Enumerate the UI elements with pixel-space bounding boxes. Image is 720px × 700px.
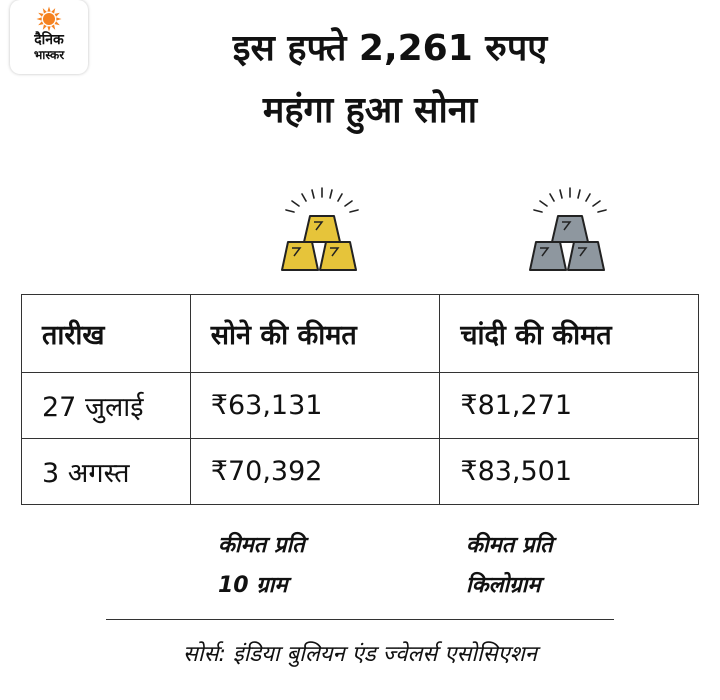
logo-text-line2: भास्कर [33,48,65,62]
cell-silver-price: ₹81,271 [439,372,699,439]
source-credit: सोर्स: इंडिया बुलियन एंड ज्वेलर्स एसोसिए… [183,642,537,667]
divider [106,619,614,620]
sun-icon [36,6,62,32]
logo-text-line1: दैनिक [34,32,64,48]
headline-line2: महंगा हुआ सोना [262,90,478,131]
dainik-bhaskar-logo: दैनिक भास्कर [10,0,88,74]
silver-unit-note-line1: कीमत प्रति [466,533,553,558]
cell-gold-price: ₹70,392 [189,438,441,505]
table-header-row: तारीख सोने की कीमत चांदी की कीमत [21,294,699,373]
cell-date: 27 जुलाई [21,372,191,439]
gold-unit-note-line2: 10 ग्राम [218,573,288,598]
header-date: तारीख [21,294,191,373]
cell-gold-price: ₹63,131 [189,372,441,439]
table-row: 3 अगस्त ₹70,392 ₹83,501 [21,438,699,505]
cell-silver-price: ₹83,501 [439,438,699,505]
gold-unit-note: कीमत प्रति 10 ग्राम [218,526,305,606]
gold-bars-icon [281,187,359,271]
silver-unit-note: कीमत प्रति किलोग्राम [466,526,553,606]
cell-date: 3 अगस्त [21,438,191,505]
header-silver-price: चांदी की कीमत [439,294,699,373]
silver-bars-icon [529,187,607,271]
price-table: तारीख सोने की कीमत चांदी की कीमत 27 जुला… [21,294,699,505]
table-row: 27 जुलाई ₹63,131 ₹81,271 [21,372,699,439]
silver-unit-note-line2: किलोग्राम [466,573,541,598]
headline-line1: इस हफ्ते 2,261 रुपए [232,28,548,69]
header-gold-price: सोने की कीमत [189,294,441,373]
gold-unit-note-line1: कीमत प्रति [218,533,305,558]
